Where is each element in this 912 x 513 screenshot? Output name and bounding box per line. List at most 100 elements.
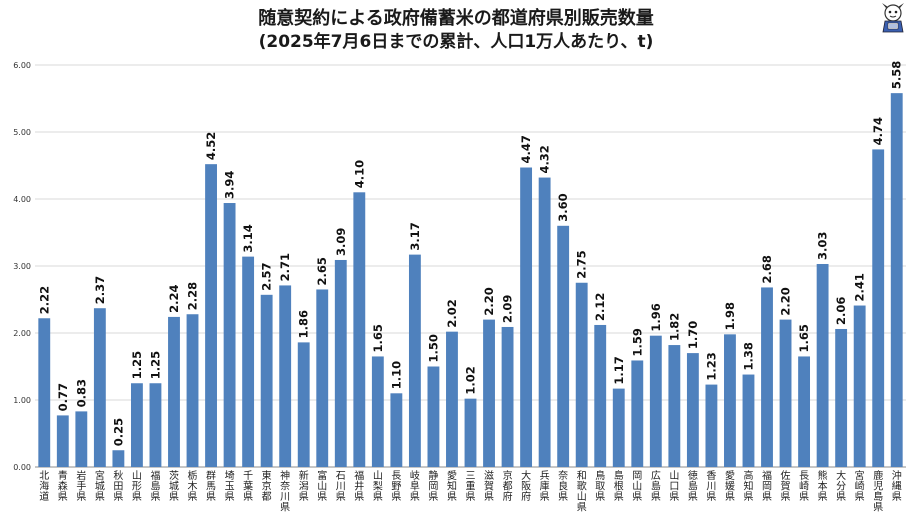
data-label: 2.65: [315, 257, 329, 285]
data-label: 1.25: [130, 351, 144, 379]
x-tick-label: 栃木県: [188, 469, 198, 503]
y-tick-label: 3.00: [13, 262, 31, 271]
bar: [168, 316, 180, 467]
bar: [56, 415, 69, 467]
data-label: 4.74: [871, 117, 885, 145]
bar: [705, 384, 718, 467]
data-label: 2.20: [482, 287, 496, 315]
data-labels: 2.22 0.77 0.83 2.37 0.25 1.25 1.25 2.24 2.28 4.52…: [37, 61, 903, 446]
data-label: 2.28: [186, 282, 200, 310]
bar: [890, 93, 903, 467]
data-label: 0.25: [111, 418, 125, 446]
bar: [38, 318, 51, 467]
x-tick-label: 和歌山県: [577, 470, 587, 513]
data-label: 4.32: [538, 145, 552, 173]
x-tick-label: 鹿児島県: [873, 469, 883, 513]
data-label: 1.98: [723, 302, 737, 330]
x-tick-label: 北海道: [39, 470, 49, 503]
x-tick-label: 埼玉県: [225, 469, 235, 503]
mascot-icon: [882, 3, 904, 33]
x-tick-label: 広島県: [651, 469, 661, 503]
x-tick-label: 佐賀県: [781, 470, 791, 503]
bar: [649, 335, 662, 467]
bar: [316, 289, 329, 467]
bar: [223, 203, 236, 467]
bar: [205, 164, 217, 467]
data-label: 1.70: [686, 321, 700, 349]
bar: [242, 256, 255, 467]
data-label: 1.82: [667, 313, 681, 341]
x-tick-label: 岐阜県: [410, 469, 420, 503]
data-label: 0.83: [74, 379, 88, 407]
x-tick-label: 宮城県: [95, 469, 105, 503]
x-tick-label: 長崎県: [799, 470, 809, 503]
x-tick-label: 島根県: [614, 469, 624, 503]
bar: [724, 334, 736, 467]
data-label: 1.96: [649, 303, 663, 331]
data-label: 3.17: [408, 222, 422, 250]
x-tick-label: 山口県: [669, 470, 679, 503]
bar: [130, 383, 143, 467]
data-label: 2.09: [501, 295, 515, 323]
data-label: 3.94: [223, 171, 237, 199]
x-tick-label: 滋賀県: [484, 469, 494, 503]
data-label: 2.22: [37, 286, 51, 314]
bar: [668, 345, 681, 467]
x-tick-label: 長野県: [391, 470, 401, 503]
data-label: 3.60: [556, 193, 570, 221]
data-label: 3.09: [334, 228, 348, 256]
bar: [816, 263, 829, 467]
bar: [297, 342, 310, 467]
bar: [575, 282, 588, 467]
bar: [835, 328, 848, 467]
bar: [631, 360, 644, 467]
y-tick-label: 6.00: [13, 61, 31, 70]
data-label: 2.06: [834, 297, 848, 325]
y-axis-ticks: 0.00 1.00 2.00 3.00 4.00 5.00 6.00: [13, 61, 31, 472]
x-tick-label: 岩手県: [76, 469, 86, 503]
x-tick-label: 秋田県: [113, 469, 123, 503]
bar: [390, 393, 403, 467]
bar: [483, 319, 495, 467]
bar: [538, 177, 551, 467]
x-tick-label: 山梨県: [373, 470, 383, 503]
x-tick-label: 石川県: [336, 471, 346, 503]
x-tick-label: 愛知県: [447, 469, 457, 503]
data-label: 1.17: [612, 356, 626, 384]
bar: [93, 308, 106, 467]
y-tick-label: 4.00: [13, 195, 31, 204]
x-tick-label: 群馬県: [206, 469, 216, 503]
data-label: 2.12: [593, 293, 607, 321]
bar: [334, 259, 347, 467]
bar: [594, 324, 607, 467]
x-tick-label: 大分県: [836, 469, 846, 503]
grid-lines: [35, 64, 906, 468]
x-tick-label: 福島県: [150, 469, 160, 503]
data-label: 2.68: [760, 255, 774, 283]
bar: [464, 398, 477, 467]
x-tick-label: 静岡県: [428, 469, 438, 503]
data-label: 1.86: [297, 310, 311, 338]
data-label: 3.03: [816, 232, 830, 260]
data-label: 2.75: [575, 250, 589, 278]
data-label: 1.02: [464, 366, 478, 394]
bar: [353, 192, 366, 468]
x-tick-label: 青森県: [58, 469, 68, 503]
data-label: 4.52: [204, 132, 218, 160]
data-label: 2.41: [853, 273, 867, 301]
y-tick-label: 0.00: [13, 463, 31, 472]
data-label: 0.77: [56, 383, 70, 411]
y-tick-label: 2.00: [13, 329, 31, 338]
x-tick-label: 大阪府: [521, 469, 531, 503]
x-tick-label: 千葉県: [243, 470, 253, 503]
data-label: 1.10: [389, 361, 403, 389]
bar: [149, 383, 162, 467]
x-tick-label: 山形県: [132, 470, 142, 503]
bar: [612, 388, 625, 467]
x-tick-label: 福岡県: [762, 469, 772, 503]
x-tick-label: 奈良県: [558, 469, 568, 503]
bar: [371, 356, 384, 467]
x-tick-label: 熊本県: [818, 469, 828, 503]
x-tick-label: 京都府: [503, 469, 513, 503]
